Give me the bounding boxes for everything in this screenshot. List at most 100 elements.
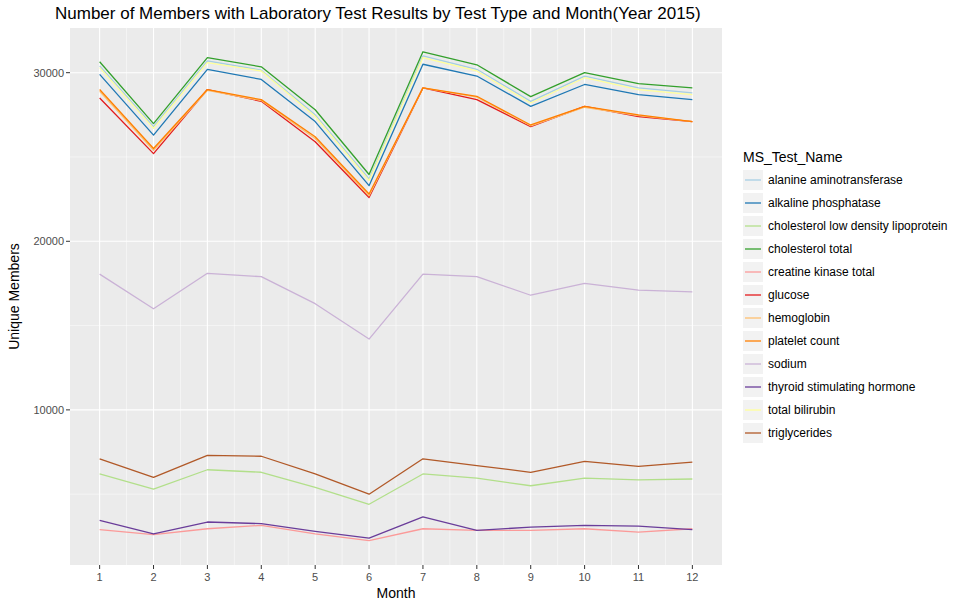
x-tick (638, 565, 639, 569)
legend-swatch (745, 409, 761, 410)
legend-key (743, 170, 763, 190)
x-tick-label: 9 (528, 571, 534, 583)
x-tick-label: 11 (633, 571, 644, 583)
y-tick (66, 409, 70, 410)
grid-line (70, 241, 722, 242)
y-tick (66, 241, 70, 242)
legend-swatch (745, 317, 761, 318)
series-group (100, 52, 693, 541)
chart: 100002000030000123456789101112Number of … (0, 0, 966, 604)
legend-label: alanine aminotransferase (768, 173, 903, 187)
series-line (100, 273, 693, 339)
grid-line (692, 28, 693, 565)
x-tick (261, 565, 262, 569)
x-tick (369, 565, 370, 569)
y-tick (66, 72, 70, 73)
grid-line (99, 28, 100, 565)
legend-key (743, 193, 763, 213)
grid-line (207, 28, 208, 565)
x-tick-label: 4 (258, 571, 264, 583)
legend-swatch (745, 179, 761, 180)
x-tick-label: 8 (474, 571, 480, 583)
grid-line (153, 28, 154, 565)
y-tick-label: 20000 (33, 235, 64, 247)
legend-swatch (745, 386, 761, 387)
x-tick (476, 565, 477, 569)
x-tick (99, 565, 100, 569)
series-line (100, 52, 693, 175)
x-tick-label: 10 (578, 571, 590, 583)
legend-key (743, 262, 763, 282)
legend-label: total bilirubin (768, 403, 835, 417)
series-line (100, 455, 693, 494)
y-tick-label: 30000 (33, 67, 64, 79)
series-line (100, 56, 693, 179)
minor-grid (503, 28, 504, 565)
legend-swatch (745, 340, 761, 341)
minor-grid (126, 28, 127, 565)
background (0, 0, 966, 604)
legend-label: glucose (768, 288, 810, 302)
x-tick (315, 565, 316, 569)
legend-key (743, 331, 763, 351)
legend-label: alkaline phosphatase (768, 196, 881, 210)
legend-key (743, 239, 763, 259)
x-tick (422, 565, 423, 569)
series-line (100, 88, 693, 194)
grid-line (369, 28, 370, 565)
legend-swatch (745, 432, 761, 433)
minor-grid (288, 28, 289, 565)
x-tick-label: 2 (150, 571, 156, 583)
legend-swatch (745, 271, 761, 272)
legend-swatch (745, 225, 761, 226)
grid-line (530, 28, 531, 565)
y-axis-label: Unique Members (6, 243, 22, 350)
series-line (100, 58, 693, 181)
minor-grid (665, 28, 666, 565)
legend-swatch (745, 248, 761, 249)
minor-grid (557, 28, 558, 565)
x-tick-label: 1 (97, 571, 103, 583)
plot-panel (70, 28, 722, 565)
title: Number of Members with Laboratory Test R… (55, 4, 701, 23)
minor-grid (180, 28, 181, 565)
legend-label: cholesterol total (768, 242, 852, 256)
x-tick (584, 565, 585, 569)
minor-grid (396, 28, 397, 565)
legend-title: MS_Test_Name (743, 149, 843, 165)
legend-key (743, 400, 763, 420)
x-tick (530, 565, 531, 569)
legend-key (743, 377, 763, 397)
x-tick-label: 5 (312, 571, 318, 583)
x-tick (692, 565, 693, 569)
minor-grid (611, 28, 612, 565)
legend-label: cholesterol low density lipoprotein (768, 219, 947, 233)
grid-line (70, 72, 722, 73)
x-tick (207, 565, 208, 569)
x-tick-label: 6 (366, 571, 372, 583)
legend-label: sodium (768, 357, 807, 371)
x-tick-label: 12 (686, 571, 698, 583)
series-line (100, 517, 693, 538)
grid-line (261, 28, 262, 565)
legend-swatch (745, 363, 761, 364)
legend-key (743, 308, 763, 328)
legend-key (743, 216, 763, 236)
minor-grid (234, 28, 235, 565)
legend-key (743, 423, 763, 443)
legend-swatch (745, 294, 761, 295)
grid-line (315, 28, 316, 565)
y-tick-label: 10000 (33, 404, 64, 416)
grid-line (476, 28, 477, 565)
grid-line (638, 28, 639, 565)
legend-key (743, 354, 763, 374)
legend-label: hemoglobin (768, 311, 830, 325)
x-tick (153, 565, 154, 569)
legend-label: platelet count (768, 334, 840, 348)
series-line (100, 470, 693, 505)
series-line (100, 88, 693, 198)
legend-label: triglycerides (768, 426, 832, 440)
minor-grid (449, 28, 450, 565)
grid-line (584, 28, 585, 565)
legend-key (743, 285, 763, 305)
